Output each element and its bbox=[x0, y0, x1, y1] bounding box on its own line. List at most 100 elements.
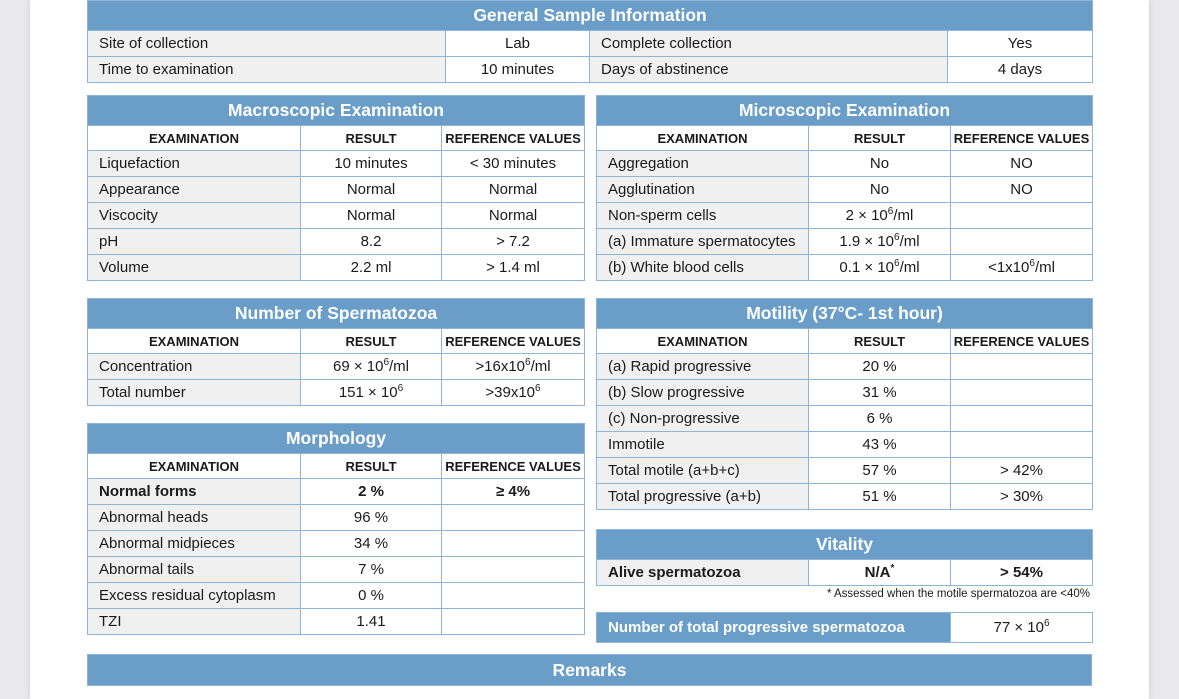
result-cell: 2 × 106/ml bbox=[808, 202, 951, 229]
macroscopic-section: Macroscopic Examination EXAMINATION RESU… bbox=[86, 95, 586, 281]
remarks-section: Remarks bbox=[87, 654, 1092, 686]
reference-cell bbox=[440, 582, 586, 609]
reference-header: REFERENCE VALUES bbox=[440, 125, 586, 151]
reference-cell bbox=[440, 530, 586, 557]
result-cell: 0 % bbox=[300, 582, 442, 609]
reference-cell: > 7.2 bbox=[440, 228, 586, 255]
reference-cell: > 30% bbox=[949, 483, 1094, 510]
morphology-section: Morphology EXAMINATION RESULT REFERENCE … bbox=[86, 423, 586, 635]
table-row: Abnormal midpieces 34 % bbox=[87, 530, 586, 557]
table-row: Excess residual cytoplasm 0 % bbox=[87, 582, 586, 609]
table-row: Total progressive (a+b) 51 % > 30% bbox=[596, 483, 1094, 510]
report-page: General Sample Information Site of colle… bbox=[30, 0, 1149, 699]
examination-cell: Liquefaction bbox=[87, 150, 301, 177]
examination-cell: Immotile bbox=[596, 431, 809, 458]
examination-cell: Total progressive (a+b) bbox=[596, 483, 809, 510]
reference-cell: > 42% bbox=[949, 457, 1094, 484]
result-header: RESULT bbox=[808, 125, 951, 151]
result-cell: 1.41 bbox=[300, 608, 442, 635]
examination-cell: Appearance bbox=[87, 176, 301, 203]
label-cell: Time to examination bbox=[87, 56, 446, 83]
result-cell: 1.9 × 106/ml bbox=[808, 228, 951, 255]
reference-cell bbox=[949, 202, 1094, 229]
vitality-section: Vitality Alive spermatozoa N/A* > 54% * … bbox=[596, 529, 1093, 600]
label-cell: Site of collection bbox=[87, 30, 446, 57]
alive-spermatozoa-label: Alive spermatozoa bbox=[596, 559, 809, 586]
examination-header: EXAMINATION bbox=[87, 328, 301, 354]
examination-cell: Abnormal midpieces bbox=[87, 530, 301, 557]
reference-cell bbox=[949, 405, 1094, 432]
column-header-row: EXAMINATION RESULT REFERENCE VALUES bbox=[87, 328, 585, 354]
result-cell: No bbox=[808, 176, 951, 203]
table-row: Alive spermatozoa N/A* > 54% bbox=[596, 559, 1093, 586]
result-cell: 2 % bbox=[300, 478, 442, 505]
table-row: Immotile 43 % bbox=[596, 431, 1094, 458]
examination-cell: Abnormal heads bbox=[87, 504, 301, 531]
alive-spermatozoa-reference: > 54% bbox=[950, 559, 1093, 586]
spermatozoa-title: Number of Spermatozoa bbox=[87, 298, 585, 329]
result-header: RESULT bbox=[300, 328, 442, 354]
reference-cell: <1x106/ml bbox=[949, 254, 1094, 281]
result-header: RESULT bbox=[300, 453, 442, 479]
result-cell: 151 × 106 bbox=[300, 379, 442, 406]
reference-cell: >16x106/ml bbox=[441, 353, 585, 380]
reference-cell bbox=[440, 556, 586, 583]
table-row: TZI 1.41 bbox=[87, 608, 586, 635]
reference-cell bbox=[949, 431, 1094, 458]
result-cell: 8.2 bbox=[300, 228, 442, 255]
value-cell: 10 minutes bbox=[445, 56, 590, 83]
reference-header: REFERENCE VALUES bbox=[440, 453, 586, 479]
reference-cell: >39x106 bbox=[441, 379, 585, 406]
table-row: Abnormal tails 7 % bbox=[87, 556, 586, 583]
table-row: Abnormal heads 96 % bbox=[87, 504, 586, 531]
spermatozoa-count-section: Number of Spermatozoa EXAMINATION RESULT… bbox=[87, 298, 585, 406]
examination-cell: pH bbox=[87, 228, 301, 255]
examination-cell: Agglutination bbox=[596, 176, 809, 203]
examination-cell: (a) Rapid progressive bbox=[596, 353, 809, 380]
general-info-title: General Sample Information bbox=[86, 0, 1094, 31]
column-header-row: EXAMINATION RESULT REFERENCE VALUES bbox=[596, 125, 1094, 151]
result-cell: 20 % bbox=[808, 353, 951, 380]
result-cell: 96 % bbox=[300, 504, 442, 531]
reference-cell: NO bbox=[949, 150, 1094, 177]
motility-title: Motility (37°C- 1st hour) bbox=[595, 298, 1094, 329]
result-header: RESULT bbox=[300, 125, 442, 151]
table-row: (b) White blood cells 0.1 × 106/ml <1x106/… bbox=[596, 254, 1094, 281]
examination-header: EXAMINATION bbox=[596, 125, 809, 151]
examination-cell: (c) Non-progressive bbox=[596, 405, 809, 432]
examination-cell: (b) Slow progressive bbox=[596, 379, 809, 406]
table-row: Non-sperm cells 2 × 106/ml bbox=[596, 202, 1094, 229]
result-cell: 34 % bbox=[300, 530, 442, 557]
result-cell: 10 minutes bbox=[300, 150, 442, 177]
result-cell: 2.2 ml bbox=[300, 254, 442, 281]
reference-header: REFERENCE VALUES bbox=[949, 328, 1094, 354]
column-header-row: EXAMINATION RESULT REFERENCE VALUES bbox=[87, 453, 586, 479]
reference-cell bbox=[949, 353, 1094, 380]
result-cell: 7 % bbox=[300, 556, 442, 583]
table-row: Total motile (a+b+c) 57 % > 42% bbox=[596, 457, 1094, 484]
result-cell: 69 × 106/ml bbox=[300, 353, 442, 380]
table-row: Normal forms 2 % ≥ 4% bbox=[87, 478, 586, 505]
examination-cell: (a) Immature spermatocytes bbox=[596, 228, 809, 255]
result-cell: 31 % bbox=[808, 379, 951, 406]
reference-cell bbox=[949, 379, 1094, 406]
table-row: Volume 2.2 ml > 1.4 ml bbox=[87, 254, 586, 281]
result-cell: 57 % bbox=[808, 457, 951, 484]
examination-cell: Total number bbox=[87, 379, 301, 406]
alive-spermatozoa-result: N/A* bbox=[808, 559, 951, 586]
result-cell: Normal bbox=[300, 176, 442, 203]
examination-cell: Excess residual cytoplasm bbox=[87, 582, 301, 609]
value-cell: Yes bbox=[946, 30, 1094, 57]
result-cell: 43 % bbox=[808, 431, 951, 458]
reference-cell bbox=[949, 228, 1094, 255]
result-cell: 51 % bbox=[808, 483, 951, 510]
examination-cell: Aggregation bbox=[596, 150, 809, 177]
examination-cell: Non-sperm cells bbox=[596, 202, 809, 229]
table-row: Site of collection Lab Complete collection… bbox=[87, 30, 1094, 57]
reference-header: REFERENCE VALUES bbox=[441, 328, 585, 354]
examination-cell: Viscocity bbox=[87, 202, 301, 229]
reference-cell bbox=[440, 504, 586, 531]
reference-cell: > 1.4 ml bbox=[440, 254, 586, 281]
table-row: Aggregation No NO bbox=[596, 150, 1094, 177]
column-header-row: EXAMINATION RESULT REFERENCE VALUES bbox=[596, 328, 1094, 354]
